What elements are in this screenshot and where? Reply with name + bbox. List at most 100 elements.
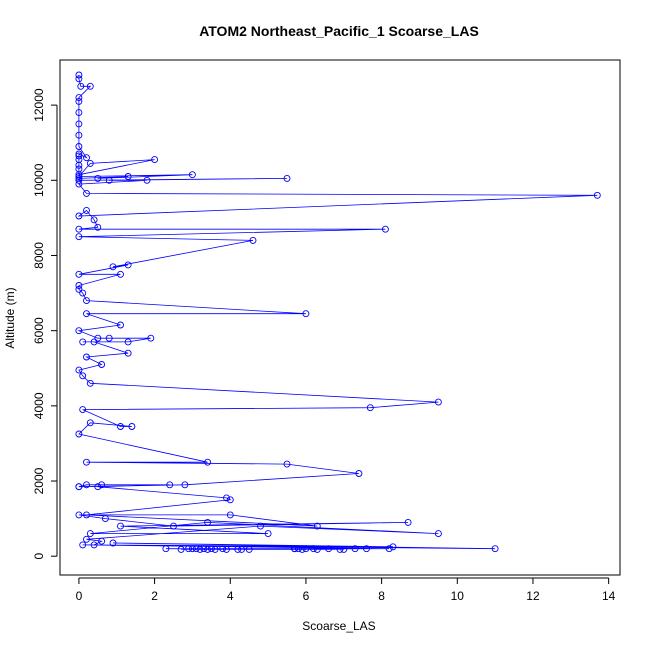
x-axis-label: Scoarse_LAS — [302, 619, 375, 633]
data-point — [79, 406, 87, 414]
data-point — [94, 334, 102, 342]
data-point — [98, 361, 106, 368]
y-tick-label: 8000 — [32, 242, 46, 269]
y-tick-label: 4000 — [32, 392, 46, 419]
data-point — [75, 285, 83, 293]
data-point — [83, 458, 90, 466]
data-point — [593, 191, 601, 199]
data-point — [75, 212, 83, 220]
data-point — [188, 545, 196, 553]
data-point — [75, 109, 83, 117]
data-point — [124, 173, 132, 180]
data-point — [79, 338, 87, 346]
y-tick-label: 0 — [32, 553, 46, 560]
data-point — [75, 327, 83, 335]
data-point — [105, 334, 113, 342]
data-point — [188, 171, 196, 179]
data-point — [310, 545, 317, 553]
data-point — [162, 545, 170, 553]
data-point — [355, 470, 363, 477]
data-point — [181, 481, 189, 489]
data-point — [177, 545, 185, 553]
x-tick-label: 2 — [151, 589, 158, 603]
data-point — [83, 535, 90, 543]
data-point — [283, 174, 291, 182]
x-tick-label: 8 — [378, 589, 385, 603]
data-point — [143, 176, 151, 184]
data-point — [83, 481, 90, 489]
data-point — [109, 539, 117, 547]
data-point — [298, 545, 306, 553]
plot-area — [75, 71, 601, 553]
data-point — [234, 545, 242, 553]
data-point — [381, 225, 389, 233]
data-point — [75, 270, 83, 278]
data-point — [75, 225, 83, 233]
data-point — [302, 310, 310, 318]
data-point — [75, 176, 83, 184]
y-tick-label: 10000 — [32, 163, 46, 197]
data-point — [83, 511, 90, 519]
data-point — [75, 161, 83, 169]
data-point — [204, 545, 212, 553]
data-point — [86, 379, 94, 387]
data-point — [98, 481, 106, 489]
data-point — [75, 120, 83, 128]
data-point — [313, 545, 321, 553]
data-point — [117, 423, 124, 430]
data-point — [98, 537, 106, 545]
data-point — [294, 545, 302, 553]
data-point — [94, 174, 102, 182]
data-point — [75, 430, 83, 438]
data-point — [75, 131, 83, 139]
data-point — [75, 233, 83, 241]
data-point — [257, 522, 264, 530]
data-point — [340, 545, 348, 553]
x-tick-label: 12 — [526, 589, 540, 603]
data-point — [83, 189, 90, 197]
data-point — [196, 545, 204, 553]
data-point — [363, 545, 370, 553]
data-point — [223, 494, 230, 502]
data-point — [249, 236, 257, 244]
data-point — [117, 522, 124, 530]
data-point — [147, 334, 155, 342]
data-point — [351, 545, 359, 553]
data-point — [90, 338, 98, 346]
data-point — [226, 496, 234, 504]
data-point — [83, 154, 90, 162]
data-point — [124, 349, 132, 357]
data-point — [75, 180, 83, 188]
data-point — [83, 310, 90, 318]
data-point — [385, 545, 393, 553]
series-line — [77, 75, 598, 550]
data-point — [75, 173, 83, 180]
x-tick-label: 0 — [76, 589, 83, 603]
data-point — [117, 270, 124, 278]
data-point — [211, 545, 219, 553]
data-point — [79, 372, 87, 380]
data-point — [204, 458, 212, 466]
data-point — [75, 71, 83, 79]
data-point — [90, 541, 98, 549]
data-point — [128, 423, 136, 430]
data-point — [325, 545, 333, 553]
plot-frame — [59, 59, 621, 576]
data-point — [434, 530, 442, 538]
data-point — [223, 545, 230, 553]
data-point — [185, 545, 193, 553]
chart-title: ATOM2 Northeast_Pacific_1 Scoarse_LAS — [199, 23, 479, 39]
x-axis: 0 2 4 6 8 10 12 14 — [76, 577, 616, 603]
data-point — [204, 518, 212, 526]
data-point — [200, 545, 208, 553]
data-point — [151, 156, 159, 164]
data-point — [75, 143, 83, 150]
data-point — [94, 223, 102, 231]
data-point — [219, 545, 227, 553]
data-point — [77, 82, 85, 90]
data-point — [75, 483, 83, 491]
data-point — [245, 545, 253, 553]
data-point — [83, 297, 90, 305]
data-point — [83, 353, 90, 361]
data-point — [109, 263, 117, 271]
